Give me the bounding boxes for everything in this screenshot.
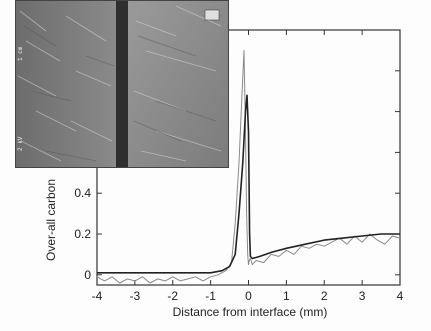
y-tick-label: 0.2 bbox=[74, 227, 91, 241]
y-tick-label: 0 bbox=[84, 268, 91, 282]
x-tick-label: -4 bbox=[92, 289, 103, 303]
x-tick-label: -1 bbox=[205, 289, 216, 303]
x-tick-label: -2 bbox=[167, 289, 178, 303]
y-axis-label: Over-all carbon bbox=[44, 179, 58, 261]
model-profile-line bbox=[97, 94, 400, 274]
svg-text:1 cm: 1 cm bbox=[17, 46, 24, 61]
x-tick-label: 2 bbox=[321, 289, 328, 303]
micrograph-inset: 1 cm 2 kV bbox=[15, 0, 229, 168]
series-group bbox=[96, 49, 401, 284]
x-tick-label: 1 bbox=[283, 289, 290, 303]
x-tick-label: -3 bbox=[130, 289, 141, 303]
y-tick-label: 0.4 bbox=[74, 186, 91, 200]
x-axis-label: Distance from interface (mm) bbox=[173, 305, 328, 319]
x-tick-label: 3 bbox=[359, 289, 366, 303]
y-axis-ticks: 0 0.2 0.4 bbox=[74, 70, 400, 282]
svg-text:2 kV: 2 kV bbox=[17, 136, 24, 151]
x-tick-label: 0 bbox=[245, 289, 252, 303]
x-tick-label: 4 bbox=[397, 289, 404, 303]
